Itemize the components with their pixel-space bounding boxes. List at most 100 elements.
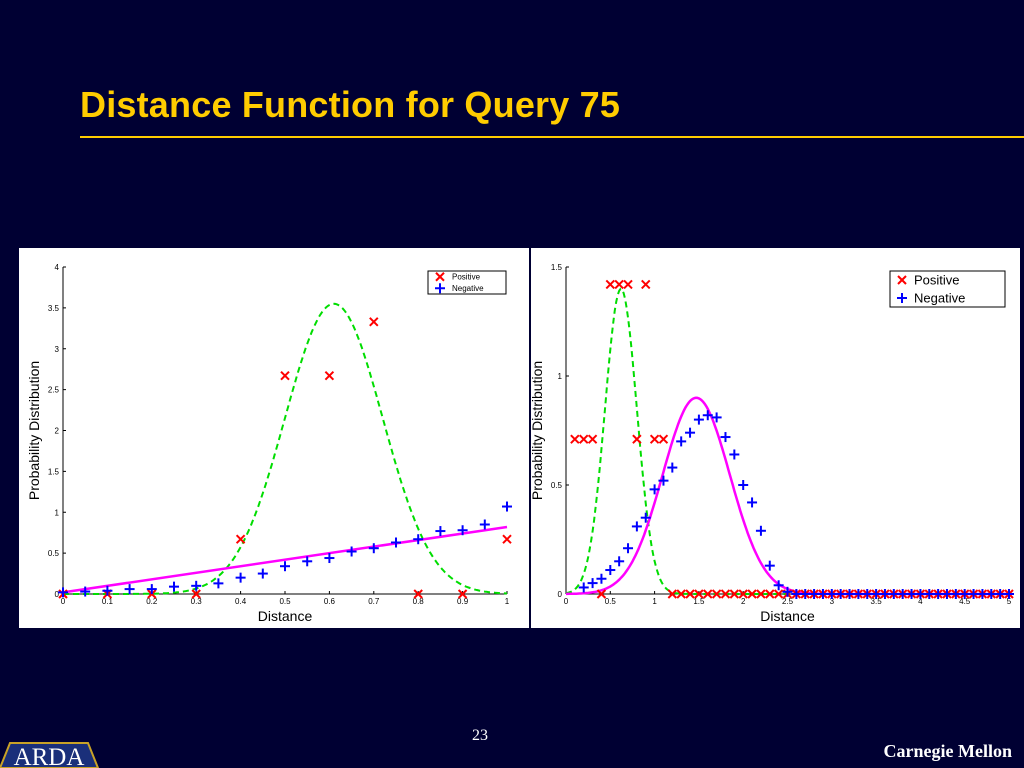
negative-point [614, 556, 625, 567]
y-tick-label: 0.5 [48, 549, 60, 558]
y-tick-label: 0 [558, 590, 563, 599]
y-tick-label: 2.5 [48, 386, 60, 395]
y-axis-label: Probability Distribution [531, 361, 545, 500]
y-tick-label: 3.5 [48, 304, 60, 313]
positive-point [369, 317, 379, 327]
negative-point [124, 584, 135, 595]
negative-point [711, 412, 722, 423]
negative-point [747, 497, 758, 508]
y-tick-label: 4 [55, 263, 60, 272]
positive-point [457, 589, 468, 599]
y-tick-label: 0 [55, 590, 60, 599]
positive-point [747, 589, 757, 599]
x-tick-label: 1 [652, 597, 657, 606]
legend-marker-positive [435, 272, 445, 282]
x-tick-label: 4 [918, 597, 923, 606]
negative-point [676, 436, 687, 447]
x-tick-label: 0.2 [146, 597, 158, 606]
x-tick-label: 2 [741, 597, 746, 606]
x-tick-label: 0 [564, 597, 569, 606]
positive-point [658, 434, 669, 444]
negative-point [924, 589, 935, 599]
positive-point [587, 434, 598, 444]
negative-point [995, 589, 1006, 599]
negative-point [368, 543, 379, 554]
positive-point [641, 279, 651, 290]
negative-point [102, 585, 113, 596]
page-number: 23 [472, 727, 488, 744]
y-axis-label: Probability Distribution [26, 361, 42, 500]
negative-point [729, 449, 740, 460]
positive-point [191, 589, 201, 599]
x-tick-label: 5 [1007, 597, 1012, 606]
negative-point [720, 432, 731, 443]
negative-point [391, 537, 401, 548]
x-tick-label: 0.7 [368, 597, 380, 606]
negative-point [257, 568, 268, 579]
negative-point [950, 589, 961, 599]
negative-point [502, 501, 512, 512]
negative-point [324, 553, 335, 564]
positive-point [614, 279, 624, 290]
positive-point [756, 589, 766, 599]
y-tick-label: 1 [55, 508, 60, 517]
positive-point [235, 534, 246, 544]
negative-point [755, 525, 766, 536]
chart-right: 0 0.5 1 1.5 2 2.5 3 3.5 4 4.5 5 0 0.5 1 1.5 Distance Pro… [531, 263, 1014, 624]
negative-point [871, 589, 882, 599]
negative-point [640, 512, 651, 523]
negative-point [800, 589, 811, 599]
positive-point [676, 589, 686, 599]
positive-point [570, 434, 580, 444]
negative-point [693, 414, 704, 425]
x-tick-label: 0.9 [457, 597, 469, 606]
y-tick-label: 1 [558, 372, 563, 381]
legend-box [889, 270, 1006, 308]
negative-point [835, 589, 846, 599]
positive-point [765, 589, 775, 599]
positive-point [711, 589, 722, 599]
negative-point [817, 589, 828, 599]
negative-point [809, 589, 820, 599]
legend-label-positive: Positive [452, 272, 481, 281]
legend-marker-negative [897, 293, 907, 303]
negative-point [968, 589, 979, 599]
negative-point [1004, 589, 1014, 599]
positive-point [773, 589, 784, 599]
negative-point [587, 578, 598, 589]
fit-curve-1 [63, 302, 508, 595]
y-tick-label: 0.5 [551, 481, 563, 490]
legend-marker-negative [435, 283, 445, 294]
negative-point [879, 589, 890, 599]
positive-point [667, 589, 678, 599]
legend-box [427, 270, 507, 295]
positive-point [502, 534, 512, 544]
negative-point [685, 427, 696, 438]
positive-point [632, 434, 642, 444]
negative-point [888, 589, 899, 599]
x-tick-label: 0.4 [235, 597, 247, 606]
negative-point [596, 573, 607, 584]
positive-point [649, 434, 660, 444]
negative-point [986, 589, 997, 599]
negative-point [578, 582, 589, 593]
negative-point [146, 584, 157, 595]
negative-point [413, 534, 424, 545]
negative-point [933, 589, 944, 599]
positive-point [413, 589, 423, 599]
negative-point [738, 480, 749, 490]
negative-point [862, 589, 873, 599]
x-tick-label: 3 [830, 597, 835, 606]
negative-point [280, 561, 290, 572]
legend-marker-positive [897, 275, 907, 285]
x-tick-label: 0 [61, 597, 66, 606]
negative-point [915, 589, 926, 599]
fit-curve-2 [566, 396, 1009, 596]
negative-point [906, 589, 917, 599]
negative-point [959, 589, 970, 599]
x-tick-label: 3.5 [871, 597, 883, 606]
negative-point [302, 556, 313, 567]
x-tick-label: 1 [505, 597, 510, 606]
negative-point [977, 589, 988, 599]
negative-point [702, 410, 713, 421]
